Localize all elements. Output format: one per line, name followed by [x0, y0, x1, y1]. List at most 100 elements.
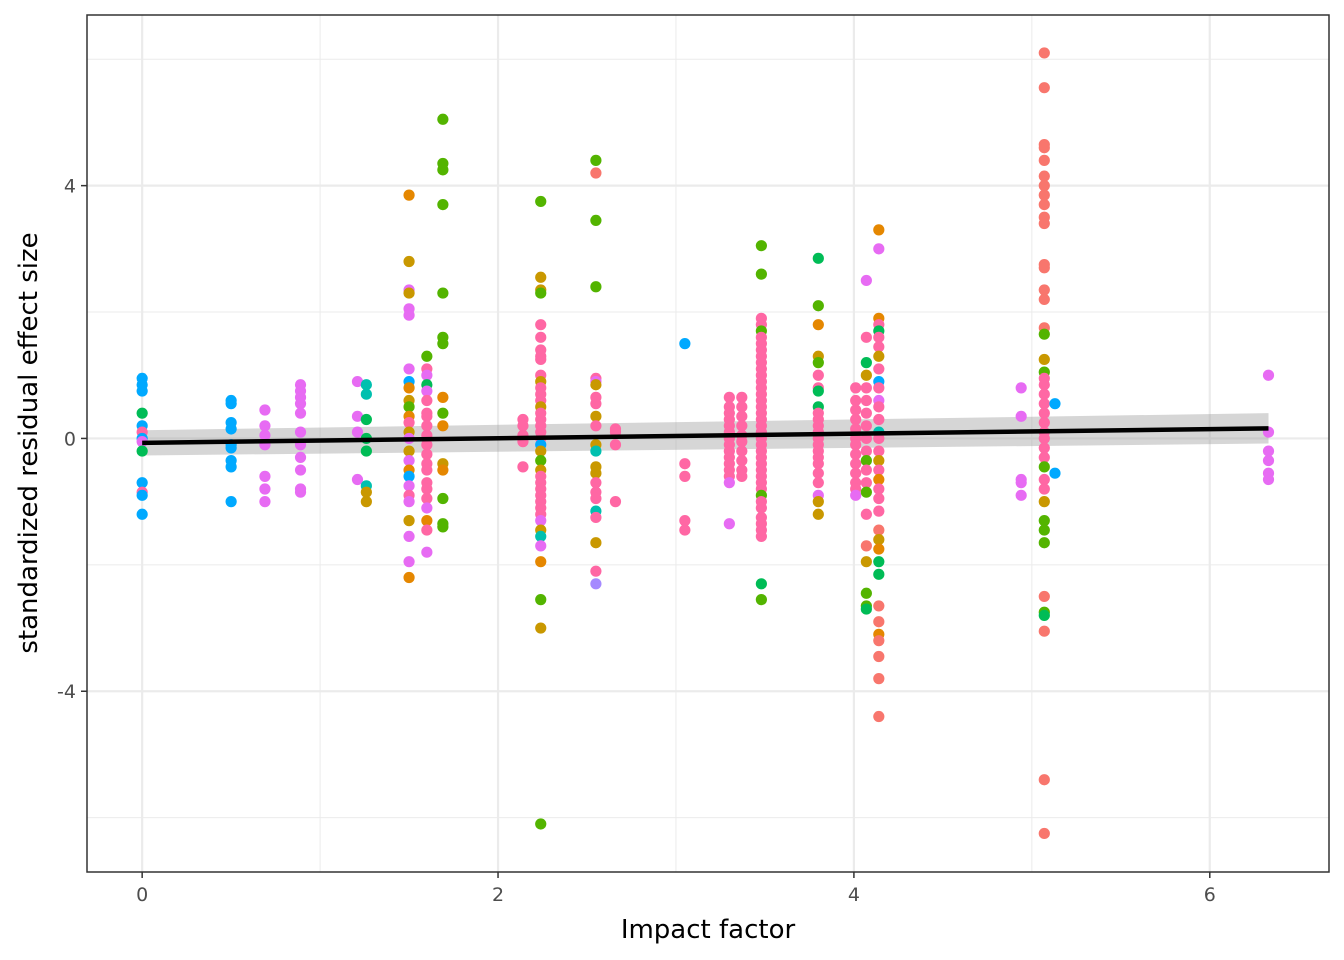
data-point — [679, 524, 691, 536]
minor-gridlines — [87, 15, 1329, 872]
data-point — [535, 530, 547, 543]
data-point — [351, 473, 364, 486]
data-point — [403, 401, 415, 413]
data-point — [1038, 483, 1050, 495]
data-point — [294, 398, 307, 410]
data-point — [873, 524, 885, 536]
data-point — [860, 407, 872, 419]
data-point — [860, 454, 872, 467]
data-point — [225, 496, 237, 508]
data-point — [873, 543, 885, 555]
data-point — [873, 331, 885, 343]
data-point — [590, 167, 602, 179]
data-point — [850, 413, 862, 426]
y-axis-title: standardized residual effect size — [14, 232, 44, 653]
data-point — [1038, 217, 1050, 230]
data-point — [437, 164, 449, 176]
data-point — [421, 483, 433, 495]
data-points — [136, 47, 1275, 840]
data-point — [860, 556, 872, 568]
data-point — [609, 496, 622, 508]
data-point — [403, 287, 415, 299]
data-point — [351, 426, 364, 438]
data-point — [873, 341, 885, 353]
data-point — [535, 195, 547, 208]
data-point — [1038, 461, 1050, 473]
x-axis-title: Impact factor — [621, 915, 796, 945]
data-point — [736, 410, 748, 422]
data-point — [590, 511, 602, 524]
data-point — [873, 673, 885, 685]
data-point — [590, 477, 602, 489]
data-point — [860, 274, 872, 287]
data-point — [535, 540, 547, 552]
data-point — [1038, 199, 1050, 211]
data-point — [1038, 432, 1050, 445]
data-point — [736, 401, 748, 413]
x-tick-label: 6 — [1204, 884, 1216, 906]
data-point — [860, 394, 872, 407]
data-point — [535, 353, 547, 366]
data-point — [679, 338, 691, 350]
data-point — [873, 224, 885, 236]
data-point — [360, 486, 372, 498]
data-point — [755, 594, 767, 606]
data-point — [736, 454, 748, 467]
data-point — [1049, 398, 1061, 410]
data-point — [736, 391, 748, 403]
data-point — [259, 470, 271, 482]
data-point — [403, 470, 415, 482]
data-point — [403, 571, 415, 584]
data-point — [294, 451, 307, 464]
data-point — [535, 287, 547, 299]
data-point — [294, 407, 307, 419]
data-point — [403, 515, 415, 527]
data-point — [136, 407, 148, 419]
data-point — [1038, 154, 1050, 166]
data-point — [873, 616, 885, 628]
data-point — [873, 568, 885, 580]
data-point — [360, 496, 372, 508]
data-point — [850, 458, 862, 470]
data-point — [736, 445, 748, 457]
data-point — [873, 382, 885, 394]
data-point — [723, 391, 735, 403]
data-point — [723, 477, 735, 489]
data-point — [679, 515, 691, 527]
data-point — [736, 420, 748, 432]
data-point — [590, 537, 602, 549]
data-point — [850, 404, 862, 416]
data-point — [421, 385, 433, 397]
data-point — [294, 426, 307, 438]
data-point — [860, 540, 872, 552]
data-point — [403, 556, 415, 568]
data-point — [535, 331, 547, 343]
data-point — [609, 439, 622, 451]
data-point — [421, 492, 433, 505]
data-point — [259, 483, 271, 495]
x-tick-label: 4 — [848, 884, 860, 906]
plot-panel-border — [86, 14, 1330, 873]
data-point — [136, 508, 148, 520]
data-point — [850, 467, 862, 479]
data-point — [812, 508, 824, 520]
data-point — [860, 357, 872, 369]
data-point — [1038, 442, 1050, 454]
data-point — [812, 369, 824, 381]
data-point — [421, 350, 433, 362]
data-point — [873, 556, 885, 568]
data-point — [679, 458, 691, 470]
data-point — [360, 379, 372, 391]
data-point — [1038, 388, 1050, 400]
data-point — [590, 565, 602, 577]
data-point — [873, 635, 885, 647]
data-point — [225, 398, 237, 410]
data-point — [1038, 451, 1050, 464]
data-point — [812, 385, 824, 397]
data-point — [873, 483, 885, 495]
data-point — [873, 413, 885, 426]
data-point — [873, 473, 885, 486]
data-point — [535, 556, 547, 568]
data-point — [351, 375, 364, 388]
data-point — [259, 420, 271, 432]
